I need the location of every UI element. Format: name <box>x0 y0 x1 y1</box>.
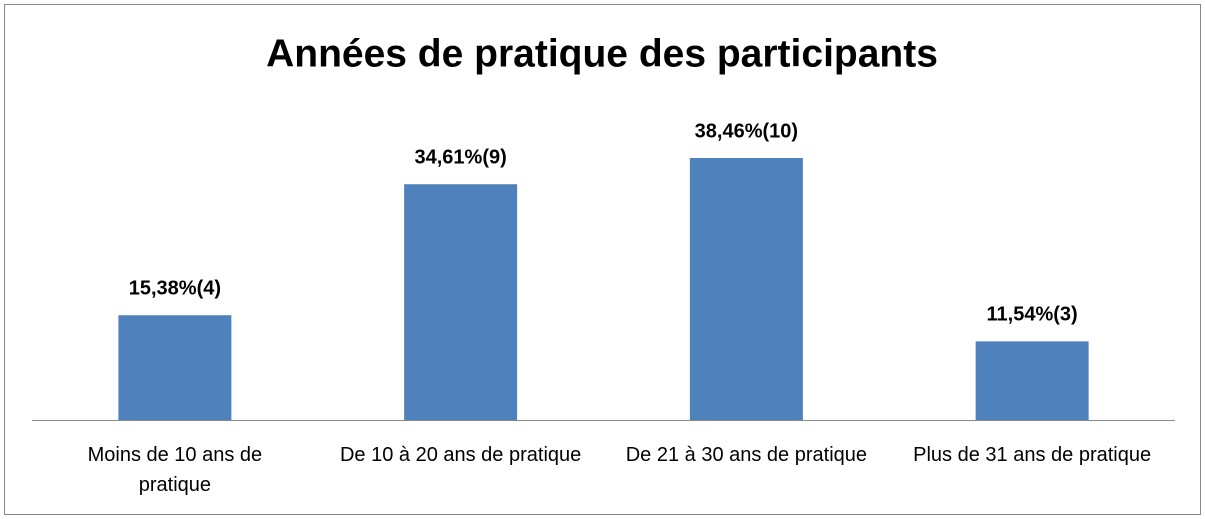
data-label: 38,46%(10) <box>695 120 798 142</box>
bar <box>404 184 518 420</box>
data-label: 34,61%(9) <box>414 147 506 169</box>
data-label: 15,38%(4) <box>129 278 221 300</box>
bar <box>975 341 1089 420</box>
x-tick-label: Plus de 31 ans de pratique <box>913 444 1152 466</box>
x-tick-label: De 10 à 20 ans de pratique <box>339 444 582 466</box>
bar <box>118 315 232 420</box>
chart-title: Années de pratique des participants <box>266 32 938 75</box>
chart-border <box>4 4 1201 515</box>
x-tick-label: De 21 à 30 ans de pratique <box>625 444 868 466</box>
x-tick-label: Moins de 10 ans de pratique <box>87 444 263 496</box>
bar <box>689 158 803 420</box>
data-label: 11,54%(3) <box>987 304 1078 326</box>
